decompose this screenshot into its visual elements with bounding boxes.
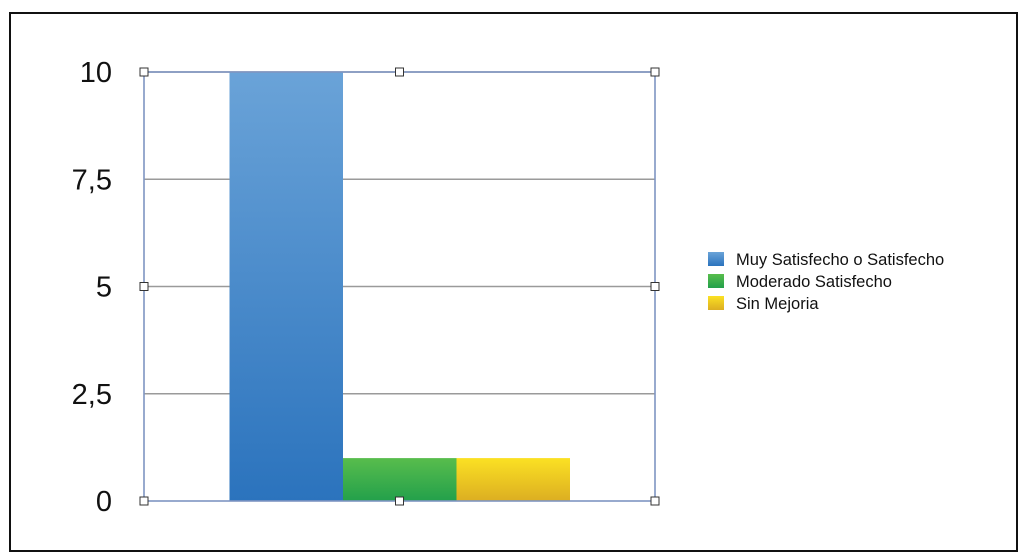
resize-handle[interactable]: [139, 282, 149, 291]
chart[interactable]: 0 2,5 5 7,5 10 Muy Satisfecho o Satisfecho Mo…: [0, 0, 1027, 534]
y-tick-label: 5: [96, 272, 112, 304]
y-tick-label: 10: [80, 57, 112, 89]
y-axis-ticks: 0 2,5 5 7,5 10: [72, 57, 112, 518]
legend-swatch: [708, 274, 724, 288]
y-tick-label: 7,5: [72, 164, 112, 196]
gridlines: [144, 71, 655, 395]
y-tick-label: 2,5: [72, 379, 112, 411]
bars: [229, 72, 571, 501]
legend-label: Muy Satisfecho o Satisfecho: [736, 251, 944, 269]
plot-area-selection[interactable]: [139, 67, 660, 506]
bar-2[interactable]: [343, 458, 457, 501]
resize-handle[interactable]: [650, 282, 660, 291]
resize-handle[interactable]: [395, 67, 404, 77]
resize-handle[interactable]: [650, 496, 660, 506]
legend-swatch: [708, 296, 724, 310]
legend-label: Sin Mejoria: [736, 295, 819, 313]
resize-handle[interactable]: [139, 67, 149, 77]
resize-handle[interactable]: [139, 496, 149, 506]
resize-handle[interactable]: [650, 67, 660, 77]
legend: Muy Satisfecho o Satisfecho Moderado Sati…: [708, 251, 944, 313]
bar-1[interactable]: [229, 72, 344, 501]
legend-label: Moderado Satisfecho: [736, 273, 892, 291]
resize-handle[interactable]: [395, 496, 404, 506]
y-tick-label: 0: [96, 486, 112, 518]
legend-swatch: [708, 252, 724, 266]
bar-3[interactable]: [456, 458, 571, 501]
